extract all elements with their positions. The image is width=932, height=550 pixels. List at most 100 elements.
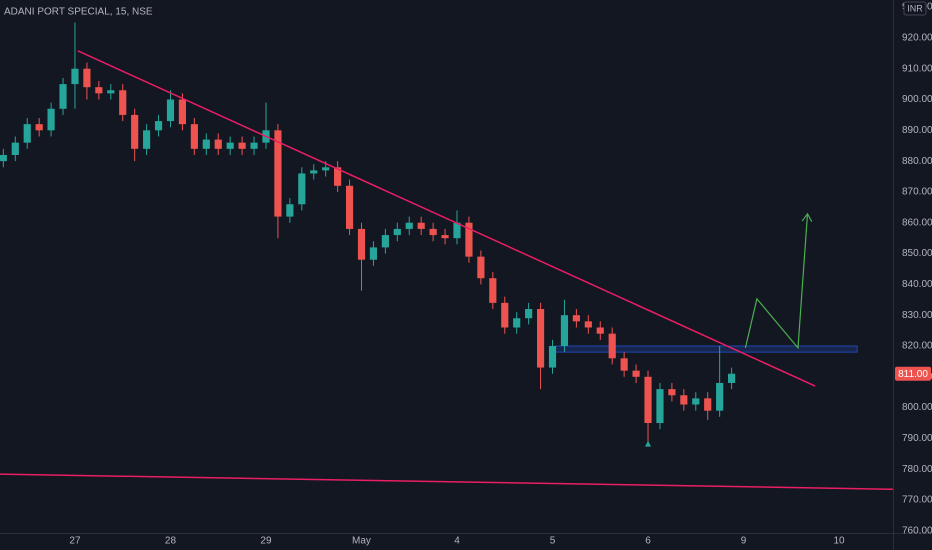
candle-body [644, 376, 652, 424]
candle-body [250, 142, 258, 149]
y-tick-label: 790.00 [902, 433, 932, 444]
candle-body [322, 167, 330, 171]
candle-body [584, 321, 592, 328]
x-tick-label: 10 [833, 536, 845, 547]
candle-body [692, 398, 700, 405]
y-tick-label: 770.00 [902, 495, 932, 506]
candle-body [453, 222, 461, 239]
x-tick-label: 9 [741, 536, 747, 547]
candle-body [608, 333, 616, 359]
candle-body [310, 170, 318, 174]
candle-body [95, 87, 103, 94]
candle-body [11, 142, 19, 155]
candle-body [668, 389, 676, 396]
candle-body [596, 327, 604, 334]
y-tick-label: 920.00 [902, 33, 932, 44]
zone [554, 345, 858, 353]
candle-body [345, 185, 354, 229]
y-tick-label: 860.00 [902, 217, 932, 228]
candle-body [35, 124, 43, 131]
y-tick-label: 900.00 [902, 94, 932, 105]
candle-body [501, 302, 509, 328]
y-tick-label: 800.00 [902, 402, 932, 413]
projection-path [744, 213, 809, 350]
candle-body [536, 309, 545, 368]
candle-body [393, 228, 401, 236]
candle-body [107, 90, 115, 94]
candle-body [119, 90, 127, 115]
candle-body [83, 68, 91, 88]
candle-body [143, 130, 151, 149]
y-tick-label: 910.00 [902, 63, 932, 74]
axes: 760.00770.00780.00790.00800.00810.00820.… [69, 1, 932, 547]
trend-line [77, 50, 816, 387]
candle-body [716, 382, 724, 411]
currency-badge [903, 1, 927, 16]
candle-body [59, 84, 67, 109]
plot-area [0, 22, 894, 491]
candle-body [274, 130, 282, 217]
candle-body [525, 309, 533, 319]
x-tick-label: 6 [645, 536, 651, 547]
candle-body [656, 389, 664, 424]
candle-body [0, 154, 7, 162]
candle-body [680, 395, 688, 405]
candle-body [154, 121, 163, 131]
signal-marker [645, 440, 652, 447]
candle-body [23, 124, 31, 143]
x-tick-label: May [352, 536, 371, 547]
y-tick-label: 880.00 [902, 156, 932, 167]
candle-body [477, 256, 485, 279]
currency-label: INR [907, 3, 923, 13]
candle-body [178, 99, 187, 125]
candle-body [417, 222, 425, 229]
candle-body [429, 228, 437, 236]
candle-body [632, 370, 640, 377]
candle-body [560, 315, 569, 346]
candle-body [572, 315, 580, 322]
y-tick-label: 820.00 [902, 341, 932, 352]
candle-body [190, 124, 198, 149]
candle-body [202, 139, 210, 149]
candle-body [238, 142, 246, 149]
candle-body [214, 139, 222, 149]
candle-body [465, 222, 473, 257]
y-tick-label: 870.00 [902, 187, 932, 198]
support-line [0, 473, 894, 491]
last-price-box [895, 366, 931, 381]
last-price-label: 811.00 [898, 369, 928, 380]
y-tick-label: 840.00 [902, 279, 932, 290]
x-tick-label: 4 [454, 536, 460, 547]
candle-body [405, 222, 413, 229]
candle-body [620, 358, 628, 371]
candle-body [489, 278, 497, 303]
y-tick-label: 830.00 [902, 310, 932, 321]
candle-body [71, 68, 79, 85]
candle-body [381, 235, 389, 248]
x-tick-label: 27 [69, 536, 81, 547]
x-tick-label: 28 [165, 536, 177, 547]
y-tick-label: 890.00 [902, 125, 932, 136]
x-tick-label: 5 [550, 536, 556, 547]
chart-title: ADANI PORT SPECIAL, 15, NSE [4, 7, 153, 18]
y-tick-label: 780.00 [902, 464, 932, 475]
projection-arrowhead [801, 212, 813, 223]
x-tick-label: 29 [260, 536, 272, 547]
candle-body [728, 373, 736, 383]
candle-body [357, 228, 366, 260]
candle-body [441, 235, 449, 239]
candle-body [131, 114, 139, 149]
candle-body [513, 318, 521, 328]
y-tick-label: 850.00 [902, 248, 932, 259]
candle-body [548, 345, 557, 368]
candle-body [369, 247, 378, 260]
candle-body [166, 99, 175, 122]
y-tick-label: 760.00 [902, 525, 932, 536]
candle-body [47, 108, 55, 131]
candle-body [298, 173, 306, 205]
candle-body [334, 167, 342, 186]
candle-body [226, 142, 234, 149]
candle-body [286, 204, 294, 217]
